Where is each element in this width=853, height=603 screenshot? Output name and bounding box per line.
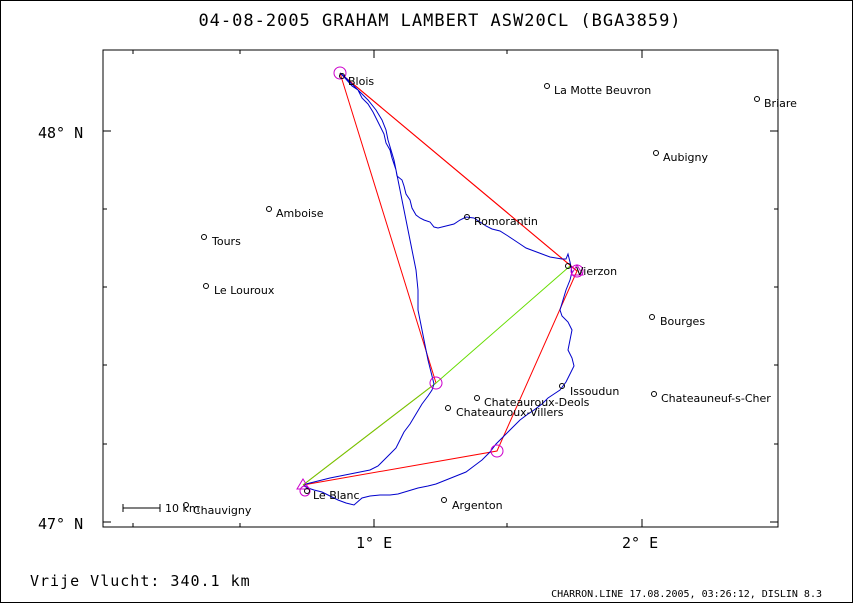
town-label: Romorantin	[474, 215, 538, 228]
turnpoint-markers	[296, 66, 584, 497]
town-chateauroux-deols: Chateauroux-Deols	[474, 395, 590, 409]
town-label: Argenton	[452, 499, 503, 512]
town-blois: Blois	[339, 73, 374, 88]
town-issoudun: Issoudun	[559, 383, 619, 398]
town-label: La Motte Beuvron	[554, 84, 651, 97]
lat-label-47: 47° N	[38, 515, 83, 533]
town-chateauneuf-s-cher: Chateauneuf-s-Cher	[651, 391, 771, 405]
distance-readout: Vrije Vlucht: 340.1 km	[30, 572, 251, 590]
axis-ticks	[103, 50, 778, 527]
scale-bar: 10 km	[122, 502, 200, 515]
town-argenton: Argenton	[441, 497, 503, 512]
town-label: Chateauroux-Deols	[484, 396, 590, 409]
lat-label-48: 48° N	[38, 124, 83, 142]
turnpoint-blois	[333, 66, 347, 80]
town-label: Chateauneuf-s-Cher	[661, 392, 771, 405]
town-label: Amboise	[276, 207, 324, 220]
town-label: Issoudun	[570, 385, 619, 398]
start-triangle	[296, 478, 310, 490]
town-bourges: Bourges	[649, 314, 705, 328]
scale-bar-label: 10 km	[165, 502, 200, 515]
start-finish-lines	[302, 265, 571, 486]
town-la-motte-beuvron: La Motte Beuvron	[544, 83, 651, 97]
town-label: Vierzon	[576, 265, 617, 278]
footer-credit: CHARRON.LINE 17.08.2005, 03:26:12, DISLI…	[551, 589, 822, 600]
turnpoint-south-east	[490, 444, 504, 458]
town-label: Tours	[211, 235, 241, 248]
town-label: Le Blanc	[313, 489, 360, 502]
flight-track	[303, 72, 575, 506]
town-label: Le Louroux	[214, 284, 275, 297]
town-label: Chateauroux-Villers	[456, 406, 564, 419]
task-legs	[302, 72, 578, 486]
town-label: Aubigny	[663, 151, 708, 164]
town-le-blanc: Le Blanc	[304, 488, 360, 502]
town-label: Chauvigny	[193, 504, 252, 517]
town-aubigny: Aubigny	[653, 150, 708, 164]
turn-triangle	[570, 264, 584, 276]
town-tours: Tours	[201, 234, 241, 248]
town-chateauroux-villers: Chateauroux-Villers	[445, 405, 564, 419]
towns: Blois La Motte Beuvron Briare Aubigny Am…	[183, 73, 797, 517]
lon-label-1: 1° E	[356, 534, 392, 552]
town-romorantin: Romorantin	[464, 214, 538, 228]
town-vierzon: Vierzon	[565, 263, 617, 278]
map-title: 04-08-2005 GRAHAM LAMBERT ASW20CL (BGA38…	[198, 11, 681, 31]
town-label: Bourges	[660, 315, 705, 328]
town-le-louroux: Le Louroux	[203, 283, 275, 297]
map-border	[102, 49, 779, 528]
lon-label-2: 2° E	[622, 534, 658, 552]
town-briare: Briare	[754, 96, 797, 110]
town-label: Blois	[348, 75, 374, 88]
turnpoint-chateauroux	[429, 376, 443, 390]
town-amboise: Amboise	[266, 206, 324, 220]
town-chauvigny: Chauvigny	[183, 502, 252, 517]
town-label: Briare	[764, 97, 797, 110]
